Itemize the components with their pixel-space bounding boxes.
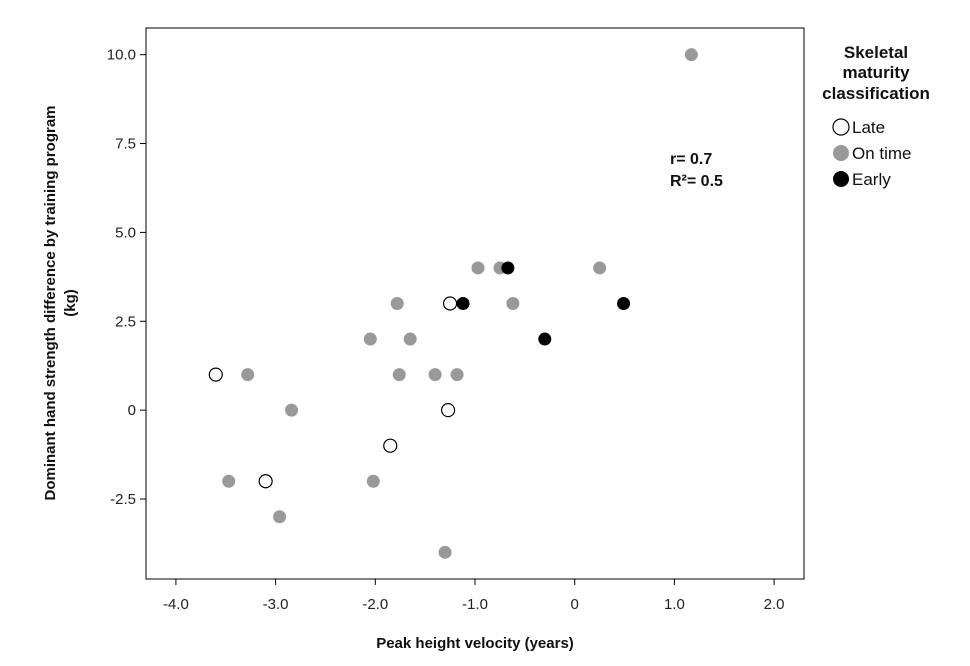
legend-label-late: Late <box>852 118 885 137</box>
data-point-late <box>208 367 223 382</box>
legend-marker-on-time <box>833 145 849 161</box>
annotation-r-squared: R²= 0.5 <box>670 173 723 190</box>
data-point-on-time <box>471 261 485 275</box>
data-point-on-time <box>363 332 377 346</box>
data-point-on-time <box>390 297 404 310</box>
data-point-on-time <box>392 368 406 382</box>
data-point-on-time <box>273 510 287 524</box>
legend-label-early: Early <box>852 170 891 189</box>
data-point-on-time <box>506 297 520 310</box>
data-point-on-time <box>222 474 236 488</box>
x-tick-label: -2.0 <box>362 596 388 613</box>
y-tick-label: 7.5 <box>115 136 136 153</box>
x-tick-label: -3.0 <box>263 596 289 613</box>
data-point-on-time <box>403 332 417 346</box>
x-axis-title: Peak height velocity (years) <box>376 635 574 652</box>
y-tick-label: 2.5 <box>115 313 136 330</box>
x-tick-label: -4.0 <box>163 596 189 613</box>
data-point-on-time <box>593 261 607 275</box>
data-point-late <box>258 474 273 489</box>
data-point-on-time <box>366 474 380 488</box>
y-axis: -2.5 0 2.5 5.0 7.5 10.0 <box>107 47 146 508</box>
y-axis-title-line-2: (kg) <box>62 289 79 317</box>
data-point-early <box>501 261 515 275</box>
x-tick-label: -1.0 <box>462 596 488 613</box>
annotation-r: r= 0.7 <box>670 151 712 168</box>
x-tick-label: 0 <box>571 596 579 613</box>
data-point-on-time <box>450 368 464 382</box>
legend-title-line-3: classification <box>822 84 930 103</box>
data-point-late <box>383 438 398 453</box>
legend-marker-early <box>833 171 849 187</box>
y-tick-label: -2.5 <box>110 491 136 508</box>
x-tick-label: 2.0 <box>764 596 785 613</box>
legend-marker-late <box>832 118 850 136</box>
data-point-on-time <box>438 545 452 559</box>
data-point-on-time <box>285 403 299 417</box>
legend-title-line-1: Skeletal <box>844 43 908 62</box>
data-point-early <box>538 332 552 346</box>
y-axis-title: Dominant hand strength difference by tra… <box>42 105 79 500</box>
y-tick-label: 10.0 <box>107 47 136 64</box>
y-tick-label: 5.0 <box>115 224 136 241</box>
x-axis: -4.0 -3.0 -2.0 -1.0 0 1.0 2.0 <box>163 579 785 613</box>
legend: Skeletal maturity classification Late On … <box>822 43 930 189</box>
data-point-early <box>456 297 470 310</box>
data-point-late <box>440 403 456 418</box>
y-axis-title-line-1: Dominant hand strength difference by tra… <box>42 105 59 500</box>
legend-items: Late On time Early <box>832 118 912 189</box>
legend-label-on-time: On time <box>852 144 912 163</box>
data-point-on-time <box>684 48 698 62</box>
plot-frame <box>145 27 805 580</box>
legend-title-line-2: maturity <box>842 63 910 82</box>
data-points <box>208 48 698 559</box>
y-tick-label: 0 <box>128 402 136 419</box>
data-point-on-time <box>428 368 442 382</box>
data-point-late <box>442 296 458 311</box>
x-tick-label: 1.0 <box>664 596 685 613</box>
data-point-early <box>617 297 631 310</box>
data-point-on-time <box>241 368 255 382</box>
